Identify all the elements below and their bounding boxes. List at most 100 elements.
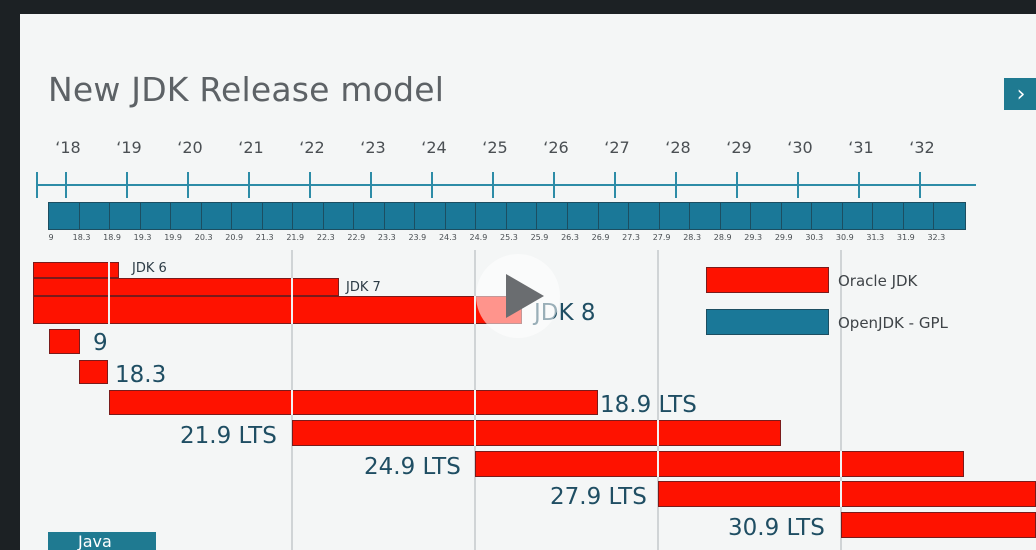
lts-279-label: 27.9 LTS xyxy=(550,484,647,510)
strip-cell-divider xyxy=(628,202,630,230)
year-label: ‘24 xyxy=(421,138,447,157)
version-label: 22.3 xyxy=(316,233,335,242)
bar-divider xyxy=(840,481,842,507)
version-label: 21.9 xyxy=(286,233,305,242)
strip-cell-divider xyxy=(414,202,416,230)
chevron-right-icon: › xyxy=(1016,81,1026,107)
strip-cell-divider xyxy=(567,202,568,230)
axis-tick xyxy=(736,172,738,198)
axis-tick xyxy=(126,172,128,198)
bar-divider xyxy=(291,278,293,324)
axis-tick xyxy=(65,172,67,198)
lts-219-bar xyxy=(292,420,781,446)
strip-cell-divider xyxy=(475,202,477,230)
openjdk-release-strip xyxy=(48,202,966,230)
bar-divider xyxy=(657,451,659,477)
guide-line xyxy=(657,250,659,550)
lts-279-bar xyxy=(658,481,1036,507)
lts-309-bar xyxy=(841,512,1036,538)
jdk6-bar xyxy=(33,262,119,278)
strip-cell-divider xyxy=(109,202,111,230)
version-label: 25.3 xyxy=(500,233,518,242)
year-label: ‘26 xyxy=(543,138,569,157)
version-label: 32.3 xyxy=(927,233,946,242)
strip-cell-divider xyxy=(322,202,324,230)
year-label: ‘25 xyxy=(482,138,508,157)
strip-cell-divider xyxy=(902,202,904,230)
java-footer-tab: Java xyxy=(48,532,156,550)
legend-openjdk-swatch xyxy=(706,309,829,335)
jdk9-bar xyxy=(49,329,80,354)
guide-line xyxy=(840,250,842,550)
year-label: ‘30 xyxy=(787,138,813,157)
axis-tick xyxy=(858,172,860,198)
play-button[interactable] xyxy=(476,254,560,338)
jdk8-bar xyxy=(33,296,522,324)
bar-divider xyxy=(108,262,110,324)
bar-divider xyxy=(474,390,476,415)
strip-cell-divider xyxy=(750,202,752,230)
strip-cell-divider xyxy=(811,202,813,230)
jdk183-label: 18.3 xyxy=(115,362,167,388)
strip-cell-divider xyxy=(536,202,538,230)
version-label: 20.9 xyxy=(225,233,244,242)
axis-tick xyxy=(614,172,616,198)
version-label: 30.3 xyxy=(805,233,824,242)
strip-cell-divider xyxy=(444,202,446,230)
bar-divider xyxy=(657,420,659,446)
lts-219-label: 21.9 LTS xyxy=(180,423,277,449)
jdk7-label: JDK 7 xyxy=(346,280,381,295)
bar-divider xyxy=(474,420,476,446)
jdk183-bar xyxy=(79,360,108,384)
play-icon xyxy=(506,274,544,318)
year-label: ‘20 xyxy=(177,138,203,157)
bar-divider xyxy=(474,296,476,324)
legend-openjdk-label: OpenJDK - GPL xyxy=(838,314,948,332)
strip-cell-divider xyxy=(841,202,843,230)
version-label: 9 xyxy=(48,233,54,242)
axis-tick xyxy=(36,172,38,198)
year-label: ‘18 xyxy=(55,138,81,157)
version-label: 31.3 xyxy=(866,233,885,242)
jdk6-label: JDK 6 xyxy=(132,261,167,276)
version-label: 27.9 xyxy=(652,233,671,242)
strip-cell-divider xyxy=(78,202,80,230)
version-label: 25.9 xyxy=(530,233,549,242)
legend-oracle-label: Oracle JDK xyxy=(838,272,918,290)
year-label: ‘23 xyxy=(360,138,386,157)
version-label: 28.9 xyxy=(713,233,732,242)
timeline-axis xyxy=(36,184,976,186)
version-label: 23.9 xyxy=(408,233,427,242)
axis-tick xyxy=(370,172,372,198)
strip-cell-divider xyxy=(933,202,935,230)
strip-cell-divider xyxy=(780,202,782,230)
strip-cell-divider xyxy=(597,202,599,230)
strip-cell-divider xyxy=(200,202,202,230)
axis-tick xyxy=(187,172,189,198)
axis-tick xyxy=(675,172,677,198)
version-label: 19.3 xyxy=(133,233,152,242)
version-label: 26.3 xyxy=(561,233,579,242)
axis-tick xyxy=(553,172,555,198)
axis-tick xyxy=(919,172,921,198)
version-label: 30.9 xyxy=(835,233,854,242)
strip-cell-divider xyxy=(719,202,721,230)
version-label: 28.3 xyxy=(683,233,702,242)
axis-tick xyxy=(492,172,494,198)
bar-divider xyxy=(840,451,842,477)
next-slide-button[interactable]: › xyxy=(1004,78,1036,110)
axis-tick xyxy=(309,172,311,198)
version-label: 22.9 xyxy=(347,233,366,242)
lts-249-label: 24.9 LTS xyxy=(364,454,461,480)
version-label: 24.3 xyxy=(438,233,457,242)
year-label: ‘19 xyxy=(116,138,142,157)
version-label: 19.9 xyxy=(164,233,183,242)
version-label: 23.3 xyxy=(377,233,396,242)
strip-cell-divider xyxy=(872,202,874,230)
year-label: ‘28 xyxy=(665,138,691,157)
lts-189-label: 18.9 LTS xyxy=(600,392,697,418)
year-label: ‘27 xyxy=(604,138,630,157)
year-label: ‘32 xyxy=(909,138,935,157)
strip-cell-divider xyxy=(261,202,263,230)
strip-cell-divider xyxy=(658,202,660,230)
